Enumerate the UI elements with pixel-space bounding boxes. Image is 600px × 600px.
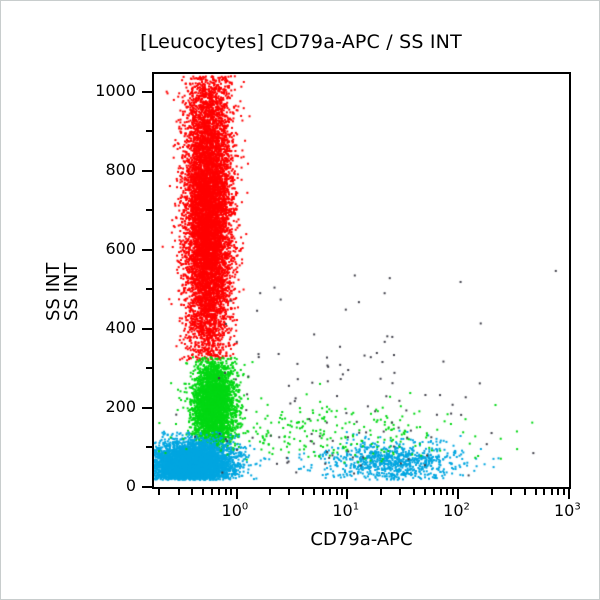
x-tick-minor <box>446 489 449 495</box>
x-tick-minor <box>158 489 161 495</box>
x-tick-minor <box>210 489 213 495</box>
x-tick-minor <box>335 489 338 495</box>
x-tick-minor <box>329 489 332 495</box>
x-tick-minor <box>341 489 344 495</box>
y-tick-minor <box>146 288 152 291</box>
x-tick-major <box>346 489 349 499</box>
y-tick-label: 400 <box>105 317 136 337</box>
x-tick-label: 101 <box>332 501 360 520</box>
x-tick-minor <box>557 489 560 495</box>
scatter-point-cloud <box>154 74 569 487</box>
x-axis-title: CD79a-APC <box>310 529 413 550</box>
y-tick-major <box>142 169 152 172</box>
y-tick-minor <box>146 209 152 212</box>
x-tick-label: 102 <box>443 501 470 520</box>
x-tick-minor <box>423 489 426 495</box>
x-tick-major <box>457 489 460 499</box>
y-tick-label: 800 <box>105 159 136 179</box>
y-tick-minor <box>146 130 152 133</box>
y-axis-title-secondary: SS INT <box>61 262 82 321</box>
x-tick-minor <box>543 489 546 495</box>
x-tick-minor <box>440 489 442 495</box>
x-tick-label: 103 <box>554 501 581 520</box>
x-tick-minor <box>268 489 271 495</box>
y-tick-major <box>142 486 152 488</box>
plot-area <box>152 72 571 489</box>
x-tick-minor <box>302 489 305 495</box>
x-tick-minor <box>432 489 435 495</box>
x-tick-minor <box>413 489 416 495</box>
y-tick-label: 600 <box>105 238 136 258</box>
y-tick-minor <box>146 446 152 449</box>
y-tick-minor <box>146 367 152 370</box>
x-tick-minor <box>288 489 291 495</box>
x-tick-minor <box>399 489 402 495</box>
x-tick-minor <box>224 489 227 495</box>
x-tick-minor <box>218 489 221 495</box>
y-tick-major <box>142 90 152 93</box>
y-tick-major <box>142 248 152 251</box>
x-tick-minor <box>490 489 493 495</box>
x-tick-minor <box>562 489 565 495</box>
x-tick-minor <box>202 489 205 495</box>
y-tick-major <box>142 327 152 330</box>
x-tick-minor <box>312 489 315 495</box>
x-tick-minor <box>534 489 537 495</box>
x-tick-minor <box>510 489 513 495</box>
page-title: [Leucocytes] CD79a-APC / SS INT <box>140 31 462 53</box>
x-tick-minor <box>177 489 180 495</box>
x-tick-label: 100 <box>221 501 249 520</box>
x-tick-minor <box>523 489 526 495</box>
x-tick-minor <box>379 489 382 495</box>
y-tick-label: 0 <box>125 476 136 495</box>
x-tick-minor <box>452 489 455 495</box>
x-tick-minor <box>191 489 194 495</box>
x-tick-major <box>235 489 238 499</box>
x-tick-major <box>568 489 570 499</box>
y-tick-label: 200 <box>105 396 136 416</box>
x-tick-minor <box>321 489 324 495</box>
x-tick-minor <box>230 489 233 495</box>
y-tick-major <box>142 406 152 409</box>
y-tick-label: 1000 <box>95 80 136 100</box>
x-tick-minor <box>550 489 553 495</box>
